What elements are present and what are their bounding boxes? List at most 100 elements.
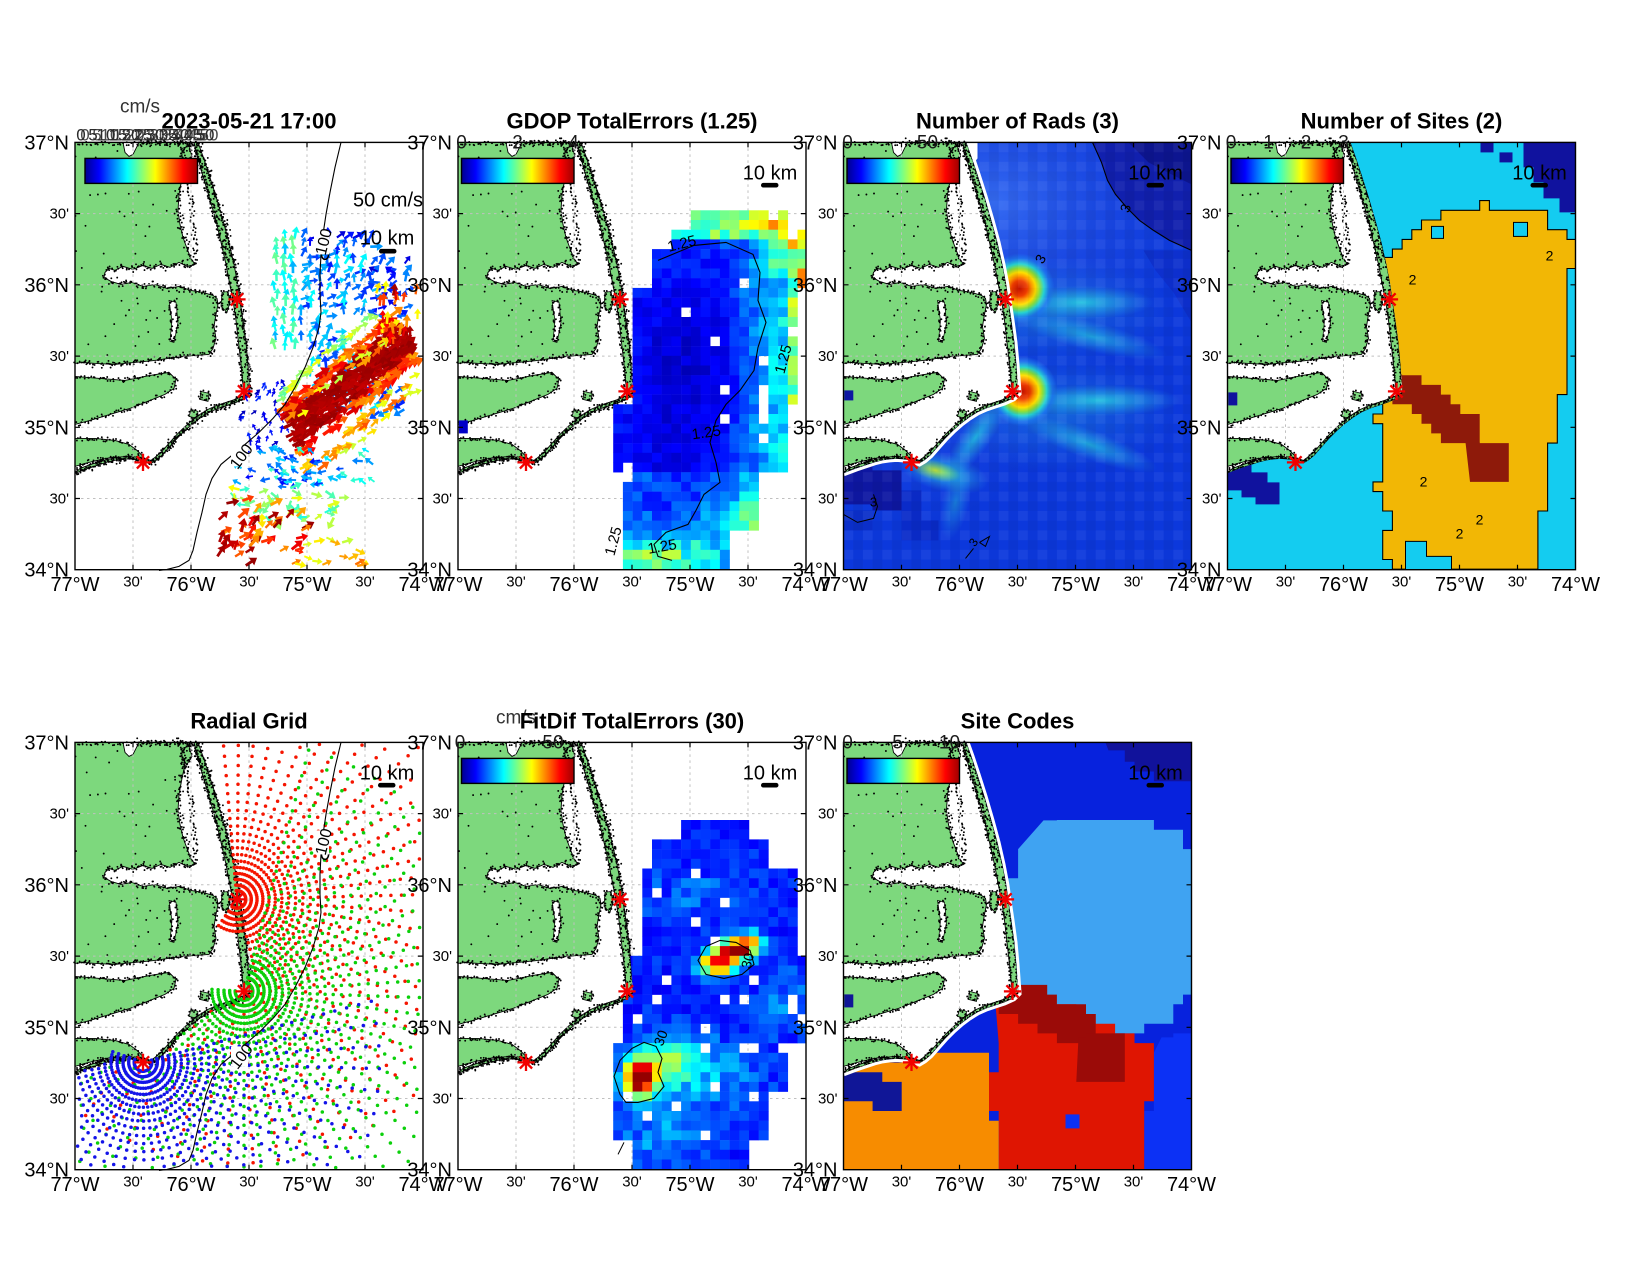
svg-text:2023-05-21 17:00: 2023-05-21 17:00 — [162, 108, 337, 133]
svg-text:30': 30' — [432, 206, 452, 223]
svg-text:35°N: 35°N — [407, 417, 452, 439]
svg-text:FitDif TotalErrors (30): FitDif TotalErrors (30) — [520, 708, 745, 733]
svg-text:30': 30' — [123, 1174, 143, 1191]
svg-text:35°N: 35°N — [793, 417, 838, 439]
svg-text:30': 30' — [1508, 574, 1528, 591]
svg-text:74°W: 74°W — [1167, 574, 1216, 596]
svg-text:1: 1 — [1263, 132, 1274, 153]
svg-text:76°W: 76°W — [549, 574, 598, 596]
svg-text:30': 30' — [432, 491, 452, 508]
svg-text:0: 0 — [1226, 132, 1237, 153]
svg-text:37°N: 37°N — [793, 132, 838, 154]
svg-text:20: 20 — [122, 125, 141, 144]
svg-text:37°N: 37°N — [24, 132, 69, 154]
svg-text:35°N: 35°N — [24, 417, 69, 439]
svg-text:30: 30 — [150, 125, 169, 144]
svg-text:50: 50 — [542, 732, 563, 753]
svg-text:77°W: 77°W — [819, 1174, 868, 1196]
svg-text:1.25: 1.25 — [772, 343, 796, 376]
svg-text:37°N: 37°N — [407, 132, 452, 154]
svg-text:2: 2 — [1476, 511, 1484, 527]
svg-text:30': 30' — [818, 948, 838, 965]
svg-text:cm/s: cm/s — [496, 707, 536, 728]
svg-text:30': 30' — [432, 948, 452, 965]
svg-text:77°W: 77°W — [433, 1174, 482, 1196]
svg-text:5: 5 — [88, 125, 97, 144]
svg-text:35: 35 — [159, 125, 178, 144]
svg-text:45: 45 — [184, 125, 203, 144]
svg-text:37°N: 37°N — [1177, 132, 1222, 154]
svg-text:2: 2 — [512, 132, 523, 153]
svg-text:3: 3 — [870, 494, 877, 509]
svg-text:76°W: 76°W — [935, 1174, 984, 1196]
svg-text:1.25: 1.25 — [691, 422, 722, 443]
svg-text:75°W: 75°W — [1051, 574, 1100, 596]
svg-text:0: 0 — [76, 125, 85, 144]
svg-text:50: 50 — [917, 132, 938, 153]
svg-text:Number of Sites (2): Number of Sites (2) — [1301, 108, 1503, 133]
svg-text:GDOP TotalErrors (1.25): GDOP TotalErrors (1.25) — [506, 108, 757, 133]
svg-text:30': 30' — [1276, 574, 1296, 591]
svg-text:35°N: 35°N — [1177, 417, 1222, 439]
svg-text:30': 30' — [123, 574, 143, 591]
svg-text:2: 2 — [1456, 525, 1464, 541]
svg-text:30: 30 — [738, 951, 758, 970]
svg-text:1.25: 1.25 — [646, 536, 678, 558]
svg-text:15: 15 — [109, 125, 128, 144]
svg-text:77°W: 77°W — [433, 574, 482, 596]
svg-text:30': 30' — [892, 574, 912, 591]
svg-text:34°N: 34°N — [407, 560, 452, 582]
svg-text:30': 30' — [622, 1174, 642, 1191]
svg-text:20: 20 — [126, 125, 145, 144]
svg-text:34°N: 34°N — [793, 560, 838, 582]
svg-text:0: 0 — [842, 732, 853, 753]
svg-text:77°W: 77°W — [1203, 574, 1252, 596]
svg-text:30': 30' — [432, 806, 452, 823]
svg-text:35°N: 35°N — [407, 1017, 452, 1039]
svg-text:74°W: 74°W — [1551, 574, 1600, 596]
svg-text:30': 30' — [49, 806, 69, 823]
svg-text:34°N: 34°N — [1177, 560, 1222, 582]
svg-text:30': 30' — [1392, 574, 1412, 591]
svg-text:74°W: 74°W — [781, 1174, 830, 1196]
svg-text:15: 15 — [113, 125, 132, 144]
svg-text:5: 5 — [892, 732, 903, 753]
svg-text:Radial Grid: Radial Grid — [190, 708, 307, 733]
svg-text:30': 30' — [1008, 1174, 1028, 1191]
svg-text:Number of Rads (3): Number of Rads (3) — [916, 108, 1119, 133]
svg-text:34°N: 34°N — [24, 560, 69, 582]
svg-text:76°W: 76°W — [166, 1174, 215, 1196]
svg-text:30': 30' — [738, 574, 758, 591]
svg-text:37°N: 37°N — [407, 732, 452, 754]
svg-text:2: 2 — [1546, 247, 1554, 263]
svg-text:76°W: 76°W — [549, 1174, 598, 1196]
svg-text:75°W: 75°W — [665, 1174, 714, 1196]
svg-text:50: 50 — [196, 125, 215, 144]
svg-text:75°W: 75°W — [282, 574, 331, 596]
svg-text:10: 10 — [939, 732, 960, 753]
svg-text:5: 5 — [92, 125, 101, 144]
svg-text:34°N: 34°N — [407, 1160, 452, 1182]
svg-text:76°W: 76°W — [935, 574, 984, 596]
svg-text:0: 0 — [80, 125, 89, 144]
svg-text:Site Codes: Site Codes — [961, 708, 1075, 733]
svg-text:2: 2 — [1409, 271, 1417, 287]
svg-text:3: 3 — [1338, 132, 1349, 153]
svg-text:30': 30' — [239, 1174, 259, 1191]
svg-text:50 cm/s: 50 cm/s — [353, 189, 423, 211]
svg-text:30': 30' — [49, 491, 69, 508]
svg-text:75°W: 75°W — [282, 1174, 331, 1196]
svg-text:37°N: 37°N — [793, 732, 838, 754]
svg-text:1.25: 1.25 — [602, 525, 626, 558]
svg-text:10 km: 10 km — [360, 227, 414, 249]
svg-text:34°N: 34°N — [24, 1160, 69, 1182]
svg-text:0: 0 — [842, 132, 853, 153]
svg-text:77°W: 77°W — [50, 1174, 99, 1196]
svg-text:50: 50 — [200, 125, 219, 144]
svg-text:30: 30 — [650, 1028, 670, 1048]
svg-text:25: 25 — [134, 125, 153, 144]
svg-text:75°W: 75°W — [1051, 1174, 1100, 1196]
svg-text:74°W: 74°W — [398, 574, 447, 596]
svg-text:77°W: 77°W — [819, 574, 868, 596]
svg-text:0: 0 — [455, 732, 466, 753]
